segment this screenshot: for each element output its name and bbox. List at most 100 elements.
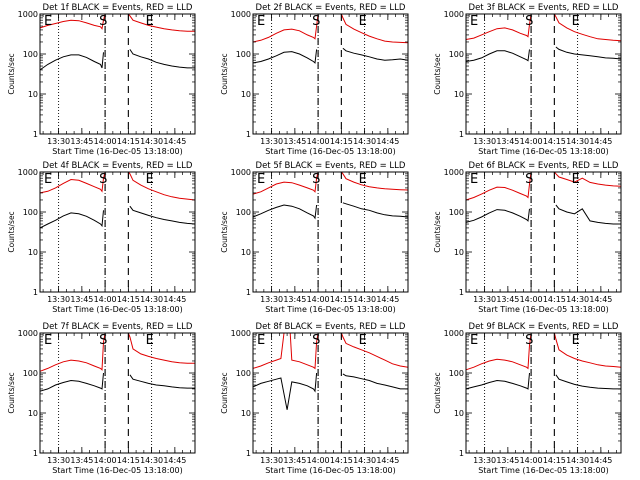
segment-marker-e: E [359,14,367,29]
x-tick-label: 14:00 [307,295,330,304]
x-tick-label: 14:15 [330,137,353,146]
x-tick-label: 14:15 [543,295,566,304]
y-tick-label: 1 [33,130,38,139]
x-tick-label: 14:00 [307,456,330,465]
x-tick-label: 14:30 [566,137,589,146]
x-tick-label: 13:45 [283,137,306,146]
x-tick-label: 13:30 [260,456,283,465]
events-series-line [465,46,622,62]
plot-frame [252,13,409,135]
y-tick-label: 100 [449,369,464,378]
x-tick-label: 14:45 [376,137,399,146]
panel: Det 5f BLACK = Events, RED = LLD 1 10 100 10… [220,161,409,314]
x-axis-label: Start Time (16-Dec-05 13:18:00) [52,305,183,314]
events-series-line [252,202,409,220]
y-tick-label: 10 [454,409,464,418]
segment-marker-s: S [312,14,320,29]
y-axis-label: Counts/sec [7,211,16,252]
x-tick-label: 14:00 [94,456,117,465]
plot-frame [39,13,196,135]
plot-frame [252,332,409,454]
x-tick-label: 14:45 [163,295,186,304]
x-tick-label: 13:45 [70,137,93,146]
segment-marker-s: S [525,333,533,348]
lld-series-line [39,13,195,32]
y-tick-label: 1 [459,130,464,139]
segment-marker-s: S [312,333,320,348]
segment-marker-e: E [44,172,52,187]
segment-marker-e: E [470,333,478,348]
y-tick-label: 10 [454,90,464,99]
panel: Det 8f BLACK = Events, RED = LLD 1 10 100 10… [220,322,409,475]
panel-title: Det 1f BLACK = Events, RED = LLD [43,3,193,13]
segment-marker-s: S [525,172,533,187]
y-tick-label: 10 [28,409,38,418]
y-tick-label: 1 [246,130,251,139]
x-tick-label: 13:45 [496,295,519,304]
x-tick-label: 13:45 [283,456,306,465]
x-tick-label: 14:30 [353,295,376,304]
x-tick-label: 14:15 [543,137,566,146]
segment-marker-e: E [470,14,478,29]
x-tick-label: 13:30 [473,137,496,146]
panel-title: Det 3f BLACK = Events, RED = LLD [469,3,619,13]
y-tick-label: 100 [449,208,464,217]
x-tick-label: 14:15 [117,456,140,465]
y-axis-label: Counts/sec [7,372,16,413]
x-tick-label: 14:15 [330,456,353,465]
y-tick-label: 10 [28,248,38,257]
x-tick-label: 14:45 [376,295,399,304]
lld-series-line [39,171,196,201]
panel: Det 1f BLACK = Events, RED = LLD 1 10 100 10… [7,3,196,156]
x-axis-label: Start Time (16-Dec-05 13:18:00) [478,147,609,156]
y-tick-label: 100 [449,50,464,59]
y-axis-label: Counts/sec [220,211,229,252]
x-tick-label: 13:30 [473,456,496,465]
y-tick-label: 1000 [444,329,464,338]
lld-series-line [252,171,409,195]
y-tick-label: 1 [246,288,251,297]
y-tick-label: 10 [241,90,251,99]
y-tick-label: 100 [236,208,251,217]
x-tick-label: 13:45 [496,456,519,465]
events-series-line [252,47,409,64]
panel: Det 7f BLACK = Events, RED = LLD 1 10 100 10… [7,322,196,475]
y-tick-label: 1000 [231,329,251,338]
events-series-line [465,372,621,390]
y-axis-label: Counts/sec [220,372,229,413]
lld-series-line [465,332,622,371]
x-tick-label: 13:30 [260,137,283,146]
panel: Det 3f BLACK = Events, RED = LLD 1 10 100 10… [433,3,622,156]
panel-title: Det 2f BLACK = Events, RED = LLD [256,3,406,13]
y-axis-label: Counts/sec [433,53,442,94]
plot-frame [465,171,622,293]
y-tick-label: 1000 [18,10,38,19]
x-axis-label: Start Time (16-Dec-05 13:18:00) [52,466,183,475]
y-axis-label: Counts/sec [220,53,229,94]
x-tick-label: 13:30 [473,295,496,304]
events-series-line [465,204,621,225]
segment-marker-e: E [146,14,154,29]
x-tick-label: 14:00 [94,137,117,146]
y-tick-label: 1 [459,288,464,297]
events-series-line [39,205,196,229]
panel-title: Det 7f BLACK = Events, RED = LLD [43,322,193,332]
x-tick-label: 14:15 [330,295,353,304]
events-series-line [39,49,195,71]
x-axis-label: Start Time (16-Dec-05 13:18:00) [265,466,396,475]
segment-marker-e: E [470,172,478,187]
x-tick-label: 14:30 [140,137,163,146]
x-tick-label: 14:45 [163,137,186,146]
y-tick-label: 1000 [444,10,464,19]
events-series-line [252,372,408,410]
panel: Det 4f BLACK = Events, RED = LLD 1 10 100 10… [7,161,196,314]
y-axis-label: Counts/sec [433,211,442,252]
lld-series-line [465,13,622,42]
segment-marker-e: E [572,172,580,187]
y-axis-label: Counts/sec [433,372,442,413]
panel-title: Det 9f BLACK = Events, RED = LLD [469,322,619,332]
plot-frame [465,332,622,454]
lld-series-line [39,332,195,372]
plot-frame [252,171,409,293]
